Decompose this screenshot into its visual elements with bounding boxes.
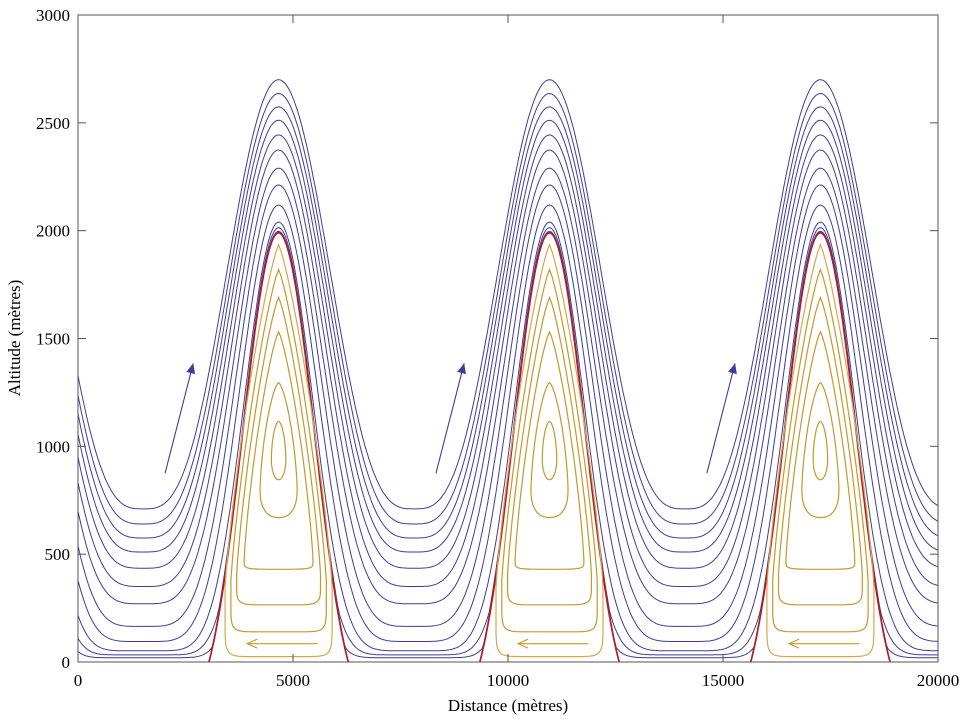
blue-streamline — [78, 79, 938, 510]
x-tick-label: 0 — [74, 671, 83, 690]
rotor-loop — [785, 330, 856, 570]
rotor-loop — [812, 420, 829, 481]
ascent-flow-arrow-head — [728, 363, 737, 375]
blue-streamline — [78, 92, 938, 525]
rotor-loop — [495, 242, 604, 658]
ascent-flow-arrow — [164, 363, 194, 474]
rotor-loop — [766, 242, 875, 658]
rotor-loop — [772, 267, 869, 633]
rotor-flow-arrow-head — [516, 638, 529, 649]
y-tick-label: 3000 — [36, 6, 70, 25]
rotor-loop — [530, 381, 569, 519]
x-tick-label: 5000 — [276, 671, 310, 690]
ascent-flow-arrow-head — [457, 363, 466, 375]
rotor-loop — [801, 381, 840, 519]
x-tick-label: 10000 — [487, 671, 530, 690]
y-tick-label: 1500 — [36, 330, 70, 349]
y-tick-label: 2000 — [36, 222, 70, 241]
axes-layer: 0 5000 10000 15000 20000 0 500 1000 1500 2000 2500… — [36, 6, 959, 690]
rotor-loop — [236, 295, 322, 606]
ascent-flow-arrow — [706, 363, 736, 474]
plot-series-layer — [78, 79, 938, 662]
blue-streamline — [78, 119, 938, 553]
rotor-loop — [501, 267, 598, 633]
rotor-flow-arrow-head — [245, 638, 258, 649]
rotor-loop — [259, 381, 298, 519]
blue-streamline — [78, 204, 938, 642]
rotor-loop — [230, 267, 327, 633]
y-tick-label: 0 — [62, 653, 71, 672]
rotor-loop — [224, 242, 333, 658]
rotor-flow-arrow-head — [787, 638, 800, 649]
ascent-flow-arrow — [435, 363, 465, 474]
x-tick-label: 20000 — [917, 671, 960, 690]
blue-streamline — [78, 167, 938, 605]
rotor-loop — [514, 330, 585, 570]
blue-streamline — [78, 106, 938, 539]
y-tick-label: 500 — [45, 545, 71, 564]
rotor-loop — [243, 330, 314, 570]
x-tick-label: 15000 — [702, 671, 745, 690]
rotor-loop — [541, 420, 558, 481]
blue-streamline — [78, 221, 938, 652]
y-tick-label: 1000 — [36, 437, 70, 456]
rotor-loop — [270, 420, 287, 481]
blue-streamline — [78, 184, 938, 627]
blue-streamline — [78, 134, 938, 569]
blue-streamline — [78, 149, 938, 587]
x-axis-title: Distance (mètres) — [448, 696, 568, 715]
y-axis-title: Altitude (mètres) — [5, 280, 24, 397]
y-tick-label: 2500 — [36, 114, 70, 133]
rotor-loop — [777, 295, 863, 606]
ascent-flow-arrow-head — [186, 363, 196, 375]
rotor-loop — [507, 295, 592, 606]
